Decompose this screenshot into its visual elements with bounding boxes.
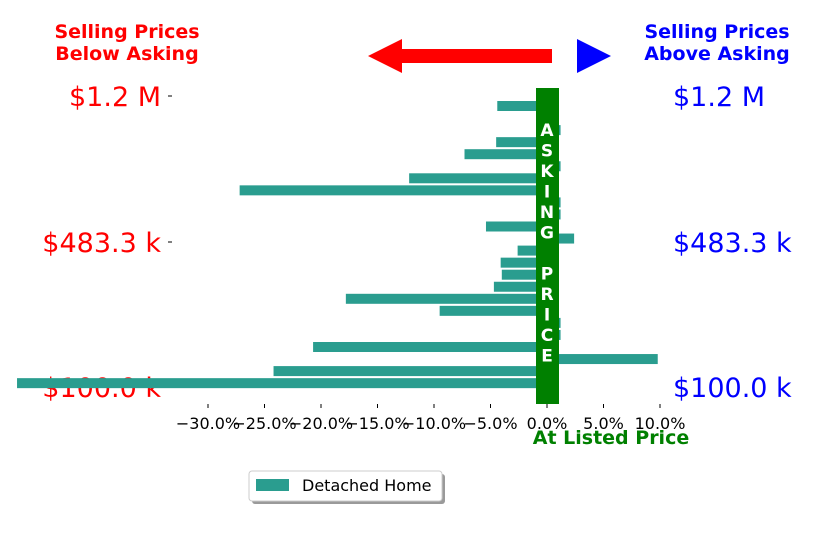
y-tick-right-bottom: $100.0 k <box>673 373 792 404</box>
asking-price-letter: S <box>541 142 553 162</box>
asking-price-band <box>536 88 559 404</box>
bar <box>500 257 547 268</box>
bar <box>273 366 547 377</box>
bar <box>547 233 575 244</box>
bar <box>497 101 547 111</box>
left-arrow-icon <box>368 39 552 73</box>
bar <box>409 173 547 184</box>
legend: Detached Home <box>248 470 445 504</box>
bar <box>517 245 547 256</box>
bar <box>493 281 547 292</box>
x-axis-label: At Listed Price <box>533 427 689 449</box>
asking-price-letter: P <box>541 265 553 285</box>
bar <box>17 378 547 389</box>
legend-label: Detached Home <box>302 476 432 495</box>
asking-price-letter: A <box>540 121 554 141</box>
x-tick-label: 10.0% <box>635 414 686 433</box>
bar <box>496 137 547 148</box>
x-tick-label: −10.0% <box>402 414 466 433</box>
bar <box>313 342 547 352</box>
x-tick-label: −25.0% <box>232 414 296 433</box>
bar <box>485 221 547 232</box>
x-tick-label: −20.0% <box>289 414 353 433</box>
bar <box>239 185 547 196</box>
bar <box>501 269 547 280</box>
y-tick-right-top: $1.2 M <box>673 82 765 113</box>
asking-price-letter: G <box>540 224 554 244</box>
x-tick-label: −15.0% <box>345 414 409 433</box>
above-asking-label-line2: Above Asking <box>644 43 790 65</box>
x-tick-label: 5.0% <box>583 414 624 433</box>
x-tick-label: 0.0% <box>527 414 568 433</box>
bars-group <box>17 101 658 389</box>
y-tick-left-bottom: $100.0 k <box>42 373 161 404</box>
legend-swatch <box>256 479 289 491</box>
x-axis: −30.0%−25.0%−20.0%−15.0%−10.0%−5.0% 0.0% 5… <box>176 404 686 433</box>
below-asking-label-line2: Below Asking <box>55 43 198 65</box>
y-tick-left-top: $1.2 M <box>69 82 161 113</box>
bar <box>547 354 658 365</box>
bar <box>464 149 547 160</box>
asking-price-letter: R <box>540 285 553 305</box>
x-tick-label: −30.0% <box>176 414 240 433</box>
below-asking-label-line1: Selling Prices <box>54 21 199 43</box>
asking-price-letter: N <box>540 203 554 223</box>
asking-price-letter: I <box>544 306 550 326</box>
asking-price-letter: I <box>544 183 550 203</box>
bar <box>345 293 547 304</box>
y-axis-right: $1.2 M $483.3 k $100.0 k <box>673 82 792 404</box>
legend-box <box>248 470 443 502</box>
asking-price-letter: E <box>541 347 553 367</box>
asking-price-letter: K <box>540 162 554 182</box>
y-tick-right-mid: $483.3 k <box>673 228 792 259</box>
y-tick-left-mid: $483.3 k <box>42 228 161 259</box>
bar <box>439 305 547 316</box>
right-arrow-icon <box>577 39 611 73</box>
y-axis-left: $1.2 M $483.3 k $100.0 k <box>42 82 172 404</box>
asking-price-letter: C <box>541 326 553 346</box>
above-asking-label-line1: Selling Prices <box>644 21 789 43</box>
x-tick-label: −5.0% <box>463 414 517 433</box>
